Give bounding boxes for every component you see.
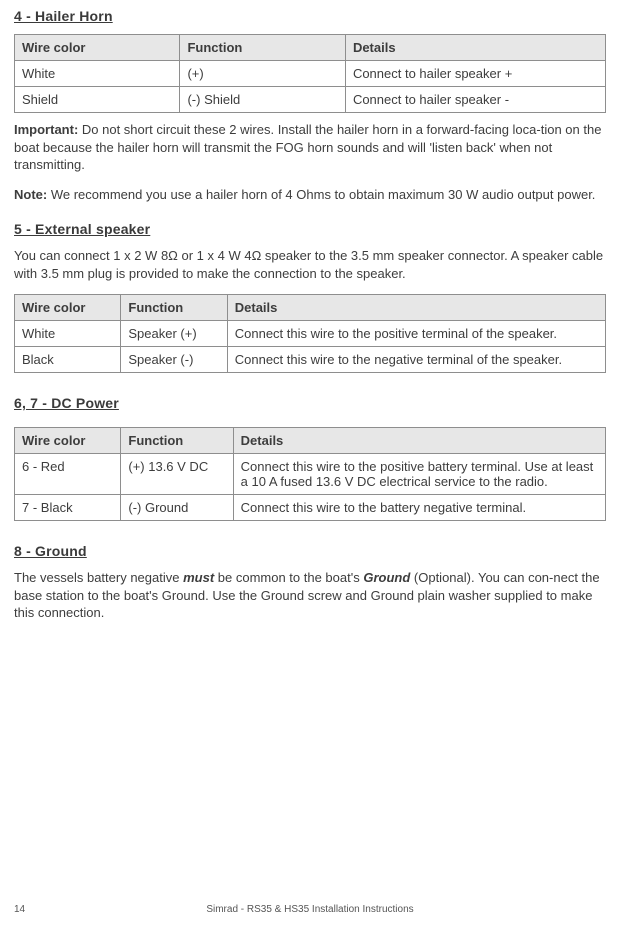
note-label: Note: bbox=[14, 187, 47, 202]
must-emph: must bbox=[183, 570, 214, 585]
important-note: Important: Do not short circuit these 2 … bbox=[14, 121, 606, 174]
heading-dc-power: 6, 7 - DC Power bbox=[14, 395, 606, 411]
cell: 6 - Red bbox=[15, 454, 121, 495]
heading-external-speaker: 5 - External speaker bbox=[14, 221, 606, 237]
note-text: We recommend you use a hailer horn of 4 … bbox=[47, 187, 595, 202]
page-footer: 14 Simrad - RS35 & HS35 Installation Ins… bbox=[14, 904, 606, 915]
note: Note: We recommend you use a hailer horn… bbox=[14, 186, 606, 204]
table-row: Shield (-) Shield Connect to hailer spea… bbox=[15, 87, 606, 113]
cell: Shield bbox=[15, 87, 180, 113]
cell: White bbox=[15, 61, 180, 87]
important-text: Do not short circuit these 2 wires. Inst… bbox=[14, 122, 601, 172]
th-details: Details bbox=[227, 295, 605, 321]
cell: White bbox=[15, 321, 121, 347]
th-details: Details bbox=[345, 35, 605, 61]
ground-text: The vessels battery negative must be com… bbox=[14, 569, 606, 622]
table-header-row: Wire color Function Details bbox=[15, 428, 606, 454]
cell: (+) 13.6 V DC bbox=[121, 454, 233, 495]
text: be common to the boat's bbox=[214, 570, 363, 585]
th-wire-color: Wire color bbox=[15, 35, 180, 61]
th-wire-color: Wire color bbox=[15, 295, 121, 321]
table-external-speaker: Wire color Function Details White Speake… bbox=[14, 294, 606, 373]
text: The vessels battery negative bbox=[14, 570, 183, 585]
th-wire-color: Wire color bbox=[15, 428, 121, 454]
table-row: Black Speaker (-) Connect this wire to t… bbox=[15, 347, 606, 373]
cell: Black bbox=[15, 347, 121, 373]
table-header-row: Wire color Function Details bbox=[15, 295, 606, 321]
cell: Connect this wire to the battery negativ… bbox=[233, 495, 605, 521]
cell: (-) Ground bbox=[121, 495, 233, 521]
th-function: Function bbox=[121, 428, 233, 454]
table-row: 6 - Red (+) 13.6 V DC Connect this wire … bbox=[15, 454, 606, 495]
table-hailer-horn: Wire color Function Details White (+) Co… bbox=[14, 34, 606, 113]
cell: (+) bbox=[180, 61, 345, 87]
th-details: Details bbox=[233, 428, 605, 454]
important-label: Important: bbox=[14, 122, 78, 137]
table-row: White Speaker (+) Connect this wire to t… bbox=[15, 321, 606, 347]
cell: Connect this wire to the positive batter… bbox=[233, 454, 605, 495]
table-dc-power: Wire color Function Details 6 - Red (+) … bbox=[14, 427, 606, 521]
table-header-row: Wire color Function Details bbox=[15, 35, 606, 61]
book-title: Simrad - RS35 & HS35 Installation Instru… bbox=[14, 904, 606, 915]
th-function: Function bbox=[180, 35, 345, 61]
heading-hailer-horn: 4 - Hailer Horn bbox=[14, 8, 606, 24]
cell: Speaker (+) bbox=[121, 321, 227, 347]
external-speaker-intro: You can connect 1 x 2 W 8Ω or 1 x 4 W 4Ω… bbox=[14, 247, 606, 282]
cell: 7 - Black bbox=[15, 495, 121, 521]
cell: Connect this wire to the positive termin… bbox=[227, 321, 605, 347]
cell: Connect to hailer speaker + bbox=[345, 61, 605, 87]
cell: (-) Shield bbox=[180, 87, 345, 113]
cell: Connect to hailer speaker - bbox=[345, 87, 605, 113]
heading-ground: 8 - Ground bbox=[14, 543, 606, 559]
cell: Speaker (-) bbox=[121, 347, 227, 373]
ground-emph: Ground bbox=[363, 570, 410, 585]
th-function: Function bbox=[121, 295, 227, 321]
cell: Connect this wire to the negative termin… bbox=[227, 347, 605, 373]
table-row: White (+) Connect to hailer speaker + bbox=[15, 61, 606, 87]
table-row: 7 - Black (-) Ground Connect this wire t… bbox=[15, 495, 606, 521]
